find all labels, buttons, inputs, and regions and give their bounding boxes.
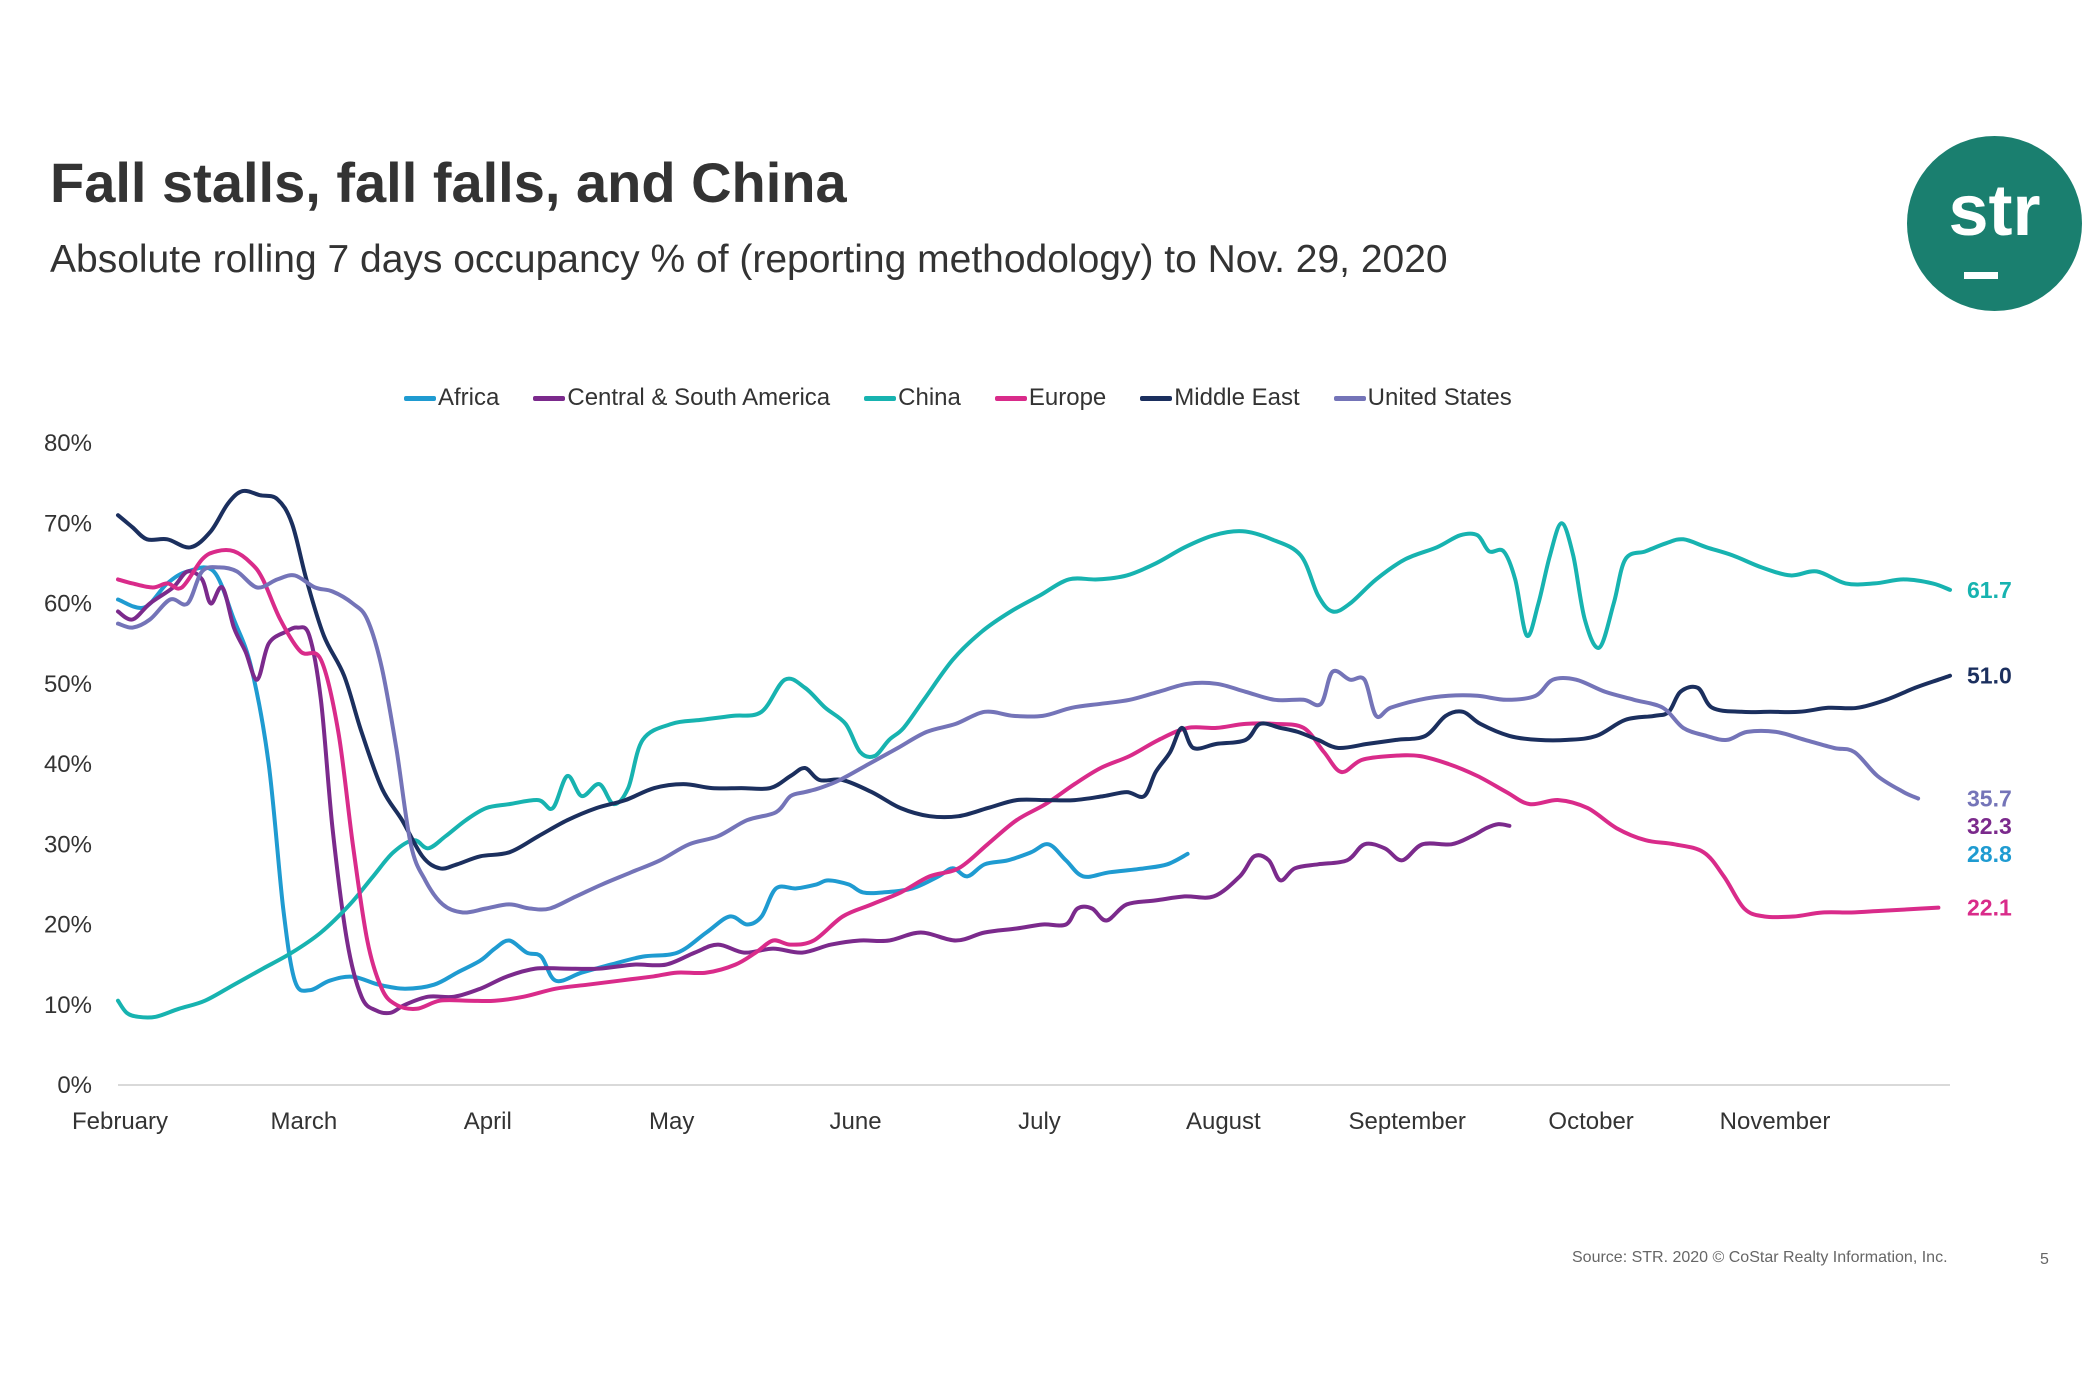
legend-label: United States [1367, 384, 1512, 411]
series-line-europe [116, 548, 1941, 1011]
slide-subtitle: Absolute rolling 7 days occupancy % of (… [50, 238, 1448, 281]
y-tick-label: 70% [44, 510, 92, 537]
chart-legend: Africa Central & South America China Europe… [404, 381, 1512, 415]
str-logo: str [1907, 136, 2082, 311]
legend-swatch [1140, 395, 1173, 401]
end-label-africa: 28.8 [1967, 841, 2012, 867]
chart-series-lines [116, 488, 1952, 1020]
source-note: Source: STR. 2020 © CoStar Realty Inform… [1572, 1249, 1948, 1266]
end-label-united-states: 35.7 [1967, 786, 2012, 812]
legend-label: Central & South America [567, 384, 831, 411]
y-tick-label: 40% [44, 751, 92, 778]
y-tick-label: 50% [44, 671, 92, 698]
end-label-middle-east: 51.0 [1967, 663, 2012, 689]
x-tick-label: April [464, 1108, 512, 1135]
legend-item-middle-east: Middle East [1140, 384, 1300, 412]
legend-swatch [533, 395, 566, 401]
y-tick-label: 10% [44, 992, 92, 1019]
chart-axes: 0% 10% 20% 30% 40% 50% 60% 70% 80% February March A… [44, 430, 1950, 1135]
x-tick-label: August [1186, 1108, 1261, 1135]
legend-swatch [864, 395, 897, 401]
series-line-africa [116, 565, 1190, 993]
x-tick-label: November [1720, 1108, 1831, 1135]
x-tick-label: October [1548, 1108, 1633, 1135]
legend-label: Middle East [1174, 384, 1300, 411]
legend-swatch [1333, 395, 1366, 401]
x-tick-label: July [1018, 1108, 1061, 1135]
end-label-central-south-america: 32.3 [1967, 813, 2012, 839]
y-tick-label: 0% [57, 1072, 92, 1099]
legend-label: China [898, 384, 961, 411]
series-line-united-states [116, 565, 1921, 915]
series-line-central-south-america [116, 569, 1512, 1016]
end-label-china: 61.7 [1967, 577, 2012, 603]
slide-title: Fall stalls, fall falls, and China [50, 151, 847, 214]
x-tick-label: March [271, 1108, 338, 1135]
legend-item-central-south-america: Central & South America [533, 384, 830, 412]
legend-item-china: China [864, 384, 961, 412]
x-tick-label: June [830, 1108, 882, 1135]
legend-swatch [994, 395, 1027, 401]
x-tick-label: May [649, 1108, 694, 1135]
logo-underline [1964, 272, 1998, 279]
end-label-europe: 22.1 [1967, 895, 2012, 921]
legend-item-europe: Europe [994, 384, 1107, 412]
logo-text: str [1948, 171, 2041, 251]
y-tick-label: 20% [44, 912, 92, 939]
x-tick-label: February [72, 1108, 168, 1135]
y-tick-label: 60% [44, 591, 92, 618]
page-number: 5 [2040, 1251, 2049, 1268]
series-line-china [116, 521, 1952, 1020]
x-tick-label: September [1349, 1108, 1466, 1135]
legend-swatch [404, 395, 436, 401]
y-tick-label: 80% [44, 430, 92, 457]
legend-item-united-states: United States [1333, 384, 1512, 412]
series-line-middle-east [116, 488, 1952, 871]
legend-label: Africa [438, 384, 500, 411]
legend-item-africa: Africa [404, 384, 499, 412]
y-tick-label: 30% [44, 831, 92, 858]
legend-label: Europe [1028, 384, 1107, 411]
chart-end-labels: 61.7 51.0 35.732.328.8 22.1 [1967, 577, 2012, 921]
